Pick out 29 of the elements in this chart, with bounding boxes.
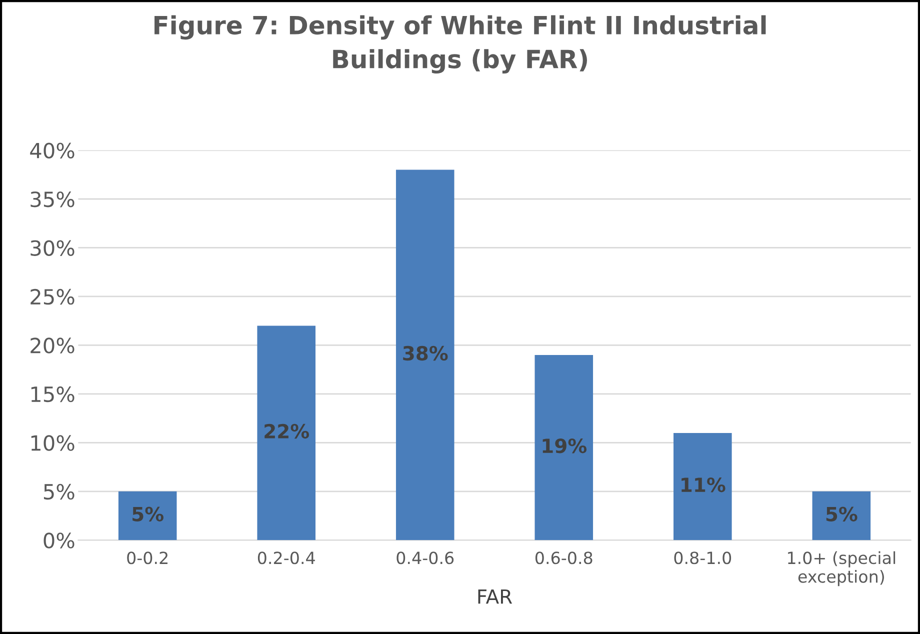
x-tick-label: 0-0.2 — [127, 552, 168, 564]
data-label: 38% — [403, 346, 448, 361]
data-label: 5% — [826, 506, 858, 522]
chart-title: Figure 7: Density of White Flint II Industrial Buildings (by FAR) — [154, 15, 766, 74]
bar — [534, 354, 594, 540]
bar — [118, 491, 177, 540]
x-tick-label: 0.2-0.4 — [258, 552, 315, 564]
bar — [674, 432, 732, 540]
x-tick-label: 0.4-0.6 — [396, 552, 454, 564]
data-label: 11% — [682, 477, 726, 492]
y-tick-label: 35% — [30, 191, 74, 208]
y-tick-label: 20% — [30, 338, 74, 354]
y-tick-label: 10% — [31, 435, 74, 451]
bar — [396, 170, 454, 540]
data-label: 22% — [264, 424, 309, 439]
data-label: 19% — [542, 438, 587, 454]
data-label: 5% — [132, 506, 164, 522]
y-tick-label: 15% — [31, 386, 74, 402]
x-tick-label: 0.8-1.0 — [674, 552, 732, 564]
y-tick-label: 0% — [44, 532, 74, 548]
x-axis-title: FAR — [478, 589, 512, 604]
y-tick-label: 25% — [30, 288, 74, 305]
y-tick-label: 30% — [30, 240, 74, 256]
y-tick-label: 40% — [30, 142, 74, 158]
x-tick-label: 0.6-0.8 — [535, 552, 592, 564]
bar — [257, 326, 316, 540]
x-tick-label: 1.0+ (special exception) — [788, 551, 896, 586]
bar — [812, 491, 871, 540]
y-tick-label: 5% — [44, 484, 74, 500]
